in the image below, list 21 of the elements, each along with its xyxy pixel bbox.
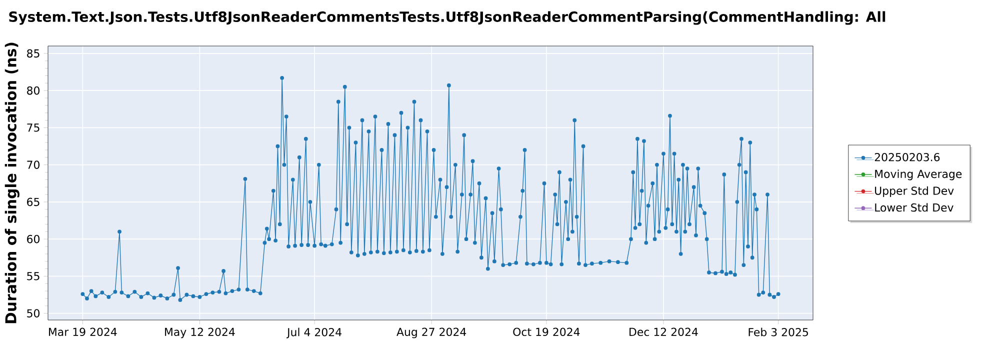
legend-label: 20250203.6 bbox=[874, 153, 940, 162]
y-tick-label: 50 bbox=[27, 309, 40, 318]
y-tick-label: 65 bbox=[27, 198, 40, 206]
y-tick-label: 55 bbox=[27, 272, 40, 280]
x-tick-label: Mar 19 2024 bbox=[49, 328, 117, 336]
legend-label: Moving Average bbox=[875, 170, 962, 180]
y-axis-title: Duration of single invocation (ns) bbox=[4, 42, 20, 324]
legend-label: Upper Std Dev bbox=[875, 186, 954, 197]
x-tick-label: Jul 4 2024 bbox=[286, 328, 342, 338]
y-tick-label: 85 bbox=[27, 49, 40, 58]
y-tick-label: 60 bbox=[27, 234, 40, 244]
y-tick-label: 75 bbox=[27, 124, 40, 132]
x-tick-label: Aug 27 2024 bbox=[396, 328, 466, 338]
x-tick-label: Oct 19 2024 bbox=[513, 328, 580, 336]
chart-title: System.Text.Json.Tests.Utf8JsonReaderCommentsTests.Utf8JsonReaderCommentParsing(CommentHandling: All bbox=[9, 11, 886, 25]
legend-label: Lower Std Dev bbox=[875, 203, 954, 212]
y-tick-label: 70 bbox=[27, 160, 40, 169]
x-tick-label: May 12 2024 bbox=[165, 328, 235, 338]
x-tick-label: Feb 3 2025 bbox=[748, 328, 808, 336]
x-tick-label: Dec 12 2024 bbox=[630, 328, 698, 336]
y-tick-label: 80 bbox=[27, 86, 40, 95]
